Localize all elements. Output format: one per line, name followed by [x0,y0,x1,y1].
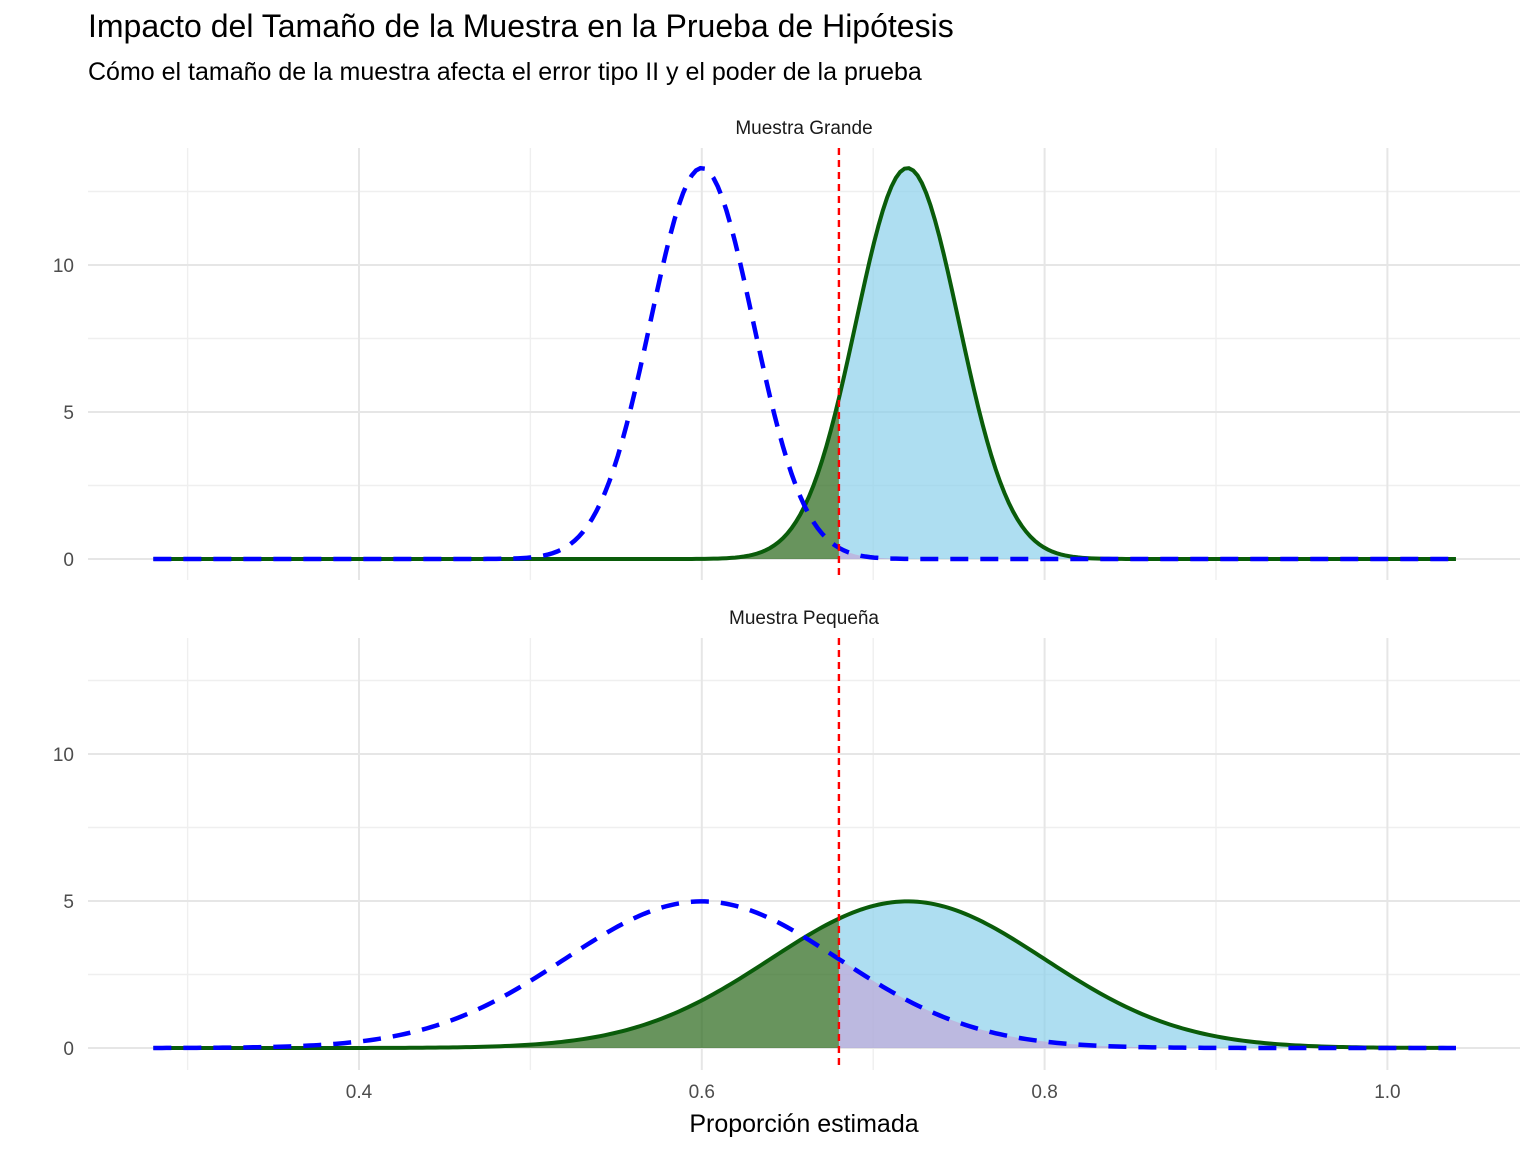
y-tick-label: 0 [63,550,74,571]
y-tick-label: 10 [53,745,74,766]
y-tick-label: 5 [63,892,74,913]
power-area [838,168,1456,559]
x-tick-label: 1.0 [1374,1082,1400,1103]
null-density-line [153,899,1456,1051]
x-tick-label: 0.4 [346,1082,373,1103]
panel-strip-label: Muestra Pequeña [729,608,879,629]
chart-subtitle: Cómo el tamaño de la muestra afecta el e… [88,58,922,86]
y-tick-label: 0 [63,1039,74,1060]
panel-strip-label: Muestra Grande [735,118,872,139]
power-area [838,901,1456,1048]
y-tick-label: 10 [53,256,74,277]
type2-error-area [153,398,839,559]
chart-title: Impacto del Tamaño de la Muestra en la P… [88,8,954,44]
x-tick-label: 0.6 [689,1082,715,1103]
x-tick-label: 0.8 [1031,1082,1057,1103]
alpha-area [838,959,1456,1048]
null-density-line [153,165,1456,562]
type2-error-area [153,918,839,1048]
alternative-density-line [153,166,1456,561]
x-axis-title: Proporción estimada [689,1110,918,1138]
y-tick-label: 5 [63,403,74,424]
